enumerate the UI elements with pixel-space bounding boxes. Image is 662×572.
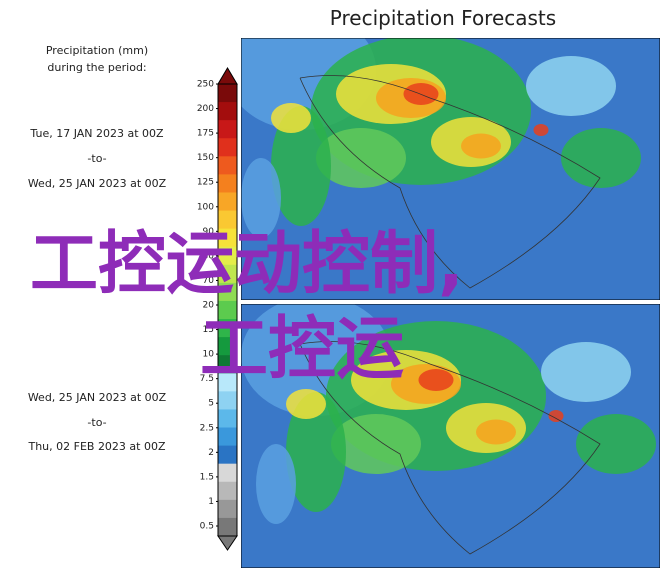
precip-area: [256, 444, 296, 524]
colorbar-tick-label: 2: [208, 448, 214, 458]
colorbar-frame: [217, 83, 238, 537]
colorbar-tick-label: 10: [203, 350, 215, 360]
title: Precipitation Forecasts: [330, 6, 556, 30]
colorbar-swatch: [218, 319, 237, 338]
colorbar-swatch: [218, 192, 237, 212]
colorbar-swatch: [218, 409, 237, 429]
precip-area: [526, 56, 616, 116]
colorbar-swatch: [218, 210, 237, 230]
colorbar-swatch: [218, 517, 237, 537]
coastline: [299, 75, 601, 289]
colorbar-swatch: [218, 373, 237, 392]
period-label: Wed, 25 JAN 2023 at 00Z: [28, 177, 167, 190]
precip-area: [241, 158, 281, 238]
colorbar-swatch: [218, 391, 237, 410]
colorbar-tick-label: 90: [203, 227, 215, 237]
colorbar-tick-label: 175: [197, 129, 214, 139]
colorbar-tick-label: 15: [203, 325, 214, 335]
period-label: Thu, 02 FEB 2023 at 00Z: [27, 440, 166, 453]
colorbar-tick-label: 20: [203, 301, 215, 311]
colorbar-swatch: [218, 156, 237, 175]
colorbar-cap: [217, 535, 238, 551]
colorbar-tick-label: 5: [208, 399, 214, 409]
precip-area: [286, 389, 326, 419]
colorbar-swatch: [218, 282, 237, 302]
coastline: [299, 341, 601, 555]
colorbar-swatch: [218, 102, 237, 121]
legend-title: during the period:: [47, 61, 146, 74]
colorbar-swatch: [218, 445, 237, 465]
colorbar-swatch: [218, 427, 237, 447]
colorbar-swatch: [218, 337, 237, 356]
overlay-text: 工控运动控制,: [30, 225, 464, 304]
colorbar-swatch: [218, 246, 237, 266]
colorbar-tick-label: 80: [203, 251, 215, 261]
map-panel: [241, 304, 660, 568]
colorbar-swatch: [218, 499, 237, 519]
precip-area: [316, 128, 406, 188]
colorbar-tick-label: 250: [197, 80, 214, 90]
colorbar-swatch: [218, 138, 237, 157]
colorbar-cap: [217, 67, 238, 85]
colorbar-tick-label: 0.5: [200, 522, 214, 532]
overlay-text: 工控运: [200, 310, 404, 389]
colorbar-tick-label: 1: [208, 497, 214, 507]
period-label: -to-: [87, 152, 106, 165]
colorbar-swatch: [218, 463, 237, 483]
precip-area: [533, 124, 549, 136]
precip-area: [271, 103, 311, 133]
colorbar-swatch: [218, 300, 237, 320]
precip-area: [576, 414, 656, 474]
precip-area: [548, 410, 564, 422]
colorbar-tick-label: 150: [197, 153, 214, 163]
precip-area: [541, 342, 631, 402]
precip-area: [476, 419, 516, 445]
colorbar-swatch: [218, 355, 237, 374]
period-label: -to-: [87, 416, 106, 429]
colorbar-swatch: [218, 264, 237, 284]
map-panel: [241, 38, 660, 300]
legend-title: Precipitation (mm): [46, 44, 148, 57]
colorbar-tick-label: 2.5: [200, 423, 214, 433]
colorbar-tick-label: 100: [197, 202, 214, 212]
colorbar-tick-label: 1.5: [200, 472, 214, 482]
colorbar-tick-label: 125: [197, 178, 214, 188]
colorbar-swatch: [218, 228, 237, 248]
period-label: Wed, 25 JAN 2023 at 00Z: [28, 391, 167, 404]
colorbar-tick-label: 7.5: [200, 374, 214, 384]
period-label: Tue, 17 JAN 2023 at 00Z: [29, 127, 164, 140]
colorbar-swatch: [218, 481, 237, 501]
colorbar-tick-label: 70: [203, 276, 215, 286]
precip-area: [418, 369, 454, 391]
colorbar-swatch: [218, 84, 237, 103]
colorbar-swatch: [218, 174, 237, 193]
precip-area: [331, 414, 421, 474]
precip-area: [561, 128, 641, 188]
precip-area: [271, 106, 331, 226]
precip-area: [286, 392, 346, 512]
colorbar-swatch: [218, 120, 237, 139]
precip-area: [461, 133, 501, 159]
colorbar-tick-label: 200: [197, 104, 214, 114]
